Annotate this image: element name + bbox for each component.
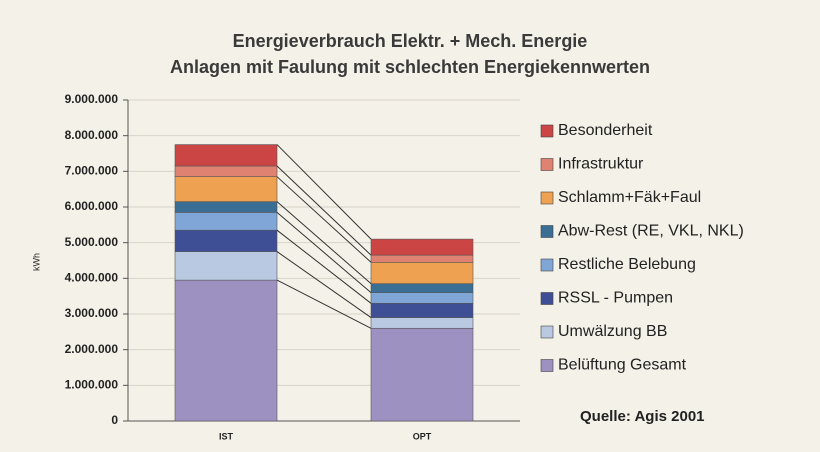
y-tick-label: 3.000.000 [65,306,119,320]
chart-title: Energieverbrauch Elektr. + Mech. Energie [233,31,588,51]
x-tick-label: OPT [413,431,432,441]
y-tick-label: 7.000.000 [65,164,119,178]
legend-label: Besonderheit [558,122,653,139]
y-tick-label: 2.000.000 [65,342,119,356]
legend-swatch [540,225,554,238]
bar-segment [370,317,474,329]
connector [276,176,372,263]
x-tick-label: IST [219,431,234,441]
legend-swatch [540,191,554,205]
legend-label: Abw-Rest (RE, VKL, NKL) [558,223,744,240]
bar-segment [174,144,278,167]
chart-subtitle: Anlagen mit Faulung mit schlechten Energ… [170,57,650,77]
bar-segment [174,201,278,213]
y-tick-label: 9.000.000 [65,92,119,106]
legend-label: Umwälzung BB [558,323,667,340]
bar-segment [370,283,474,293]
legend-label: Belüftung Gesamt [558,357,687,374]
legend-swatch [540,124,554,138]
annotation: Quelle: Agis 2001 [580,408,705,425]
connector [276,211,372,293]
bar-segment [174,251,278,281]
connector [276,165,372,256]
legend-label: Schlamm+Fäk+Faul [558,189,701,206]
legend-label: Restliche Belebung [558,256,696,273]
bar-segment [370,302,474,318]
y-tick-label: 6.000.000 [65,199,119,213]
connector [276,201,372,285]
bar-segment [174,229,278,252]
legend-label: RSSL - Pumpen [558,290,673,307]
legend-swatch [540,158,554,171]
bar-segment [174,212,278,231]
bar-segment [370,292,474,304]
legend-swatch [540,325,554,339]
connector [276,251,372,318]
legend-label: Infrastruktur [558,156,644,173]
bar-segment [174,165,278,177]
bar-segment [370,327,474,422]
bar-segment [370,254,474,263]
y-tick-label: 8.000.000 [65,128,119,142]
y-tick-label: 0 [111,413,118,427]
y-axis-label: kWh [31,253,41,271]
y-tick-label: 1.000.000 [65,378,119,392]
connector [276,229,372,304]
legend-swatch [540,258,554,272]
y-tick-label: 5.000.000 [65,235,119,249]
bar-segment [370,238,474,256]
bar-segment [174,176,278,202]
connector [276,144,372,240]
bar-segment [370,261,474,284]
legend-swatch [540,359,554,372]
y-tick-label: 4.000.000 [65,271,119,285]
bar-segment [174,279,278,422]
connector [276,279,372,329]
legend-swatch [540,292,554,305]
